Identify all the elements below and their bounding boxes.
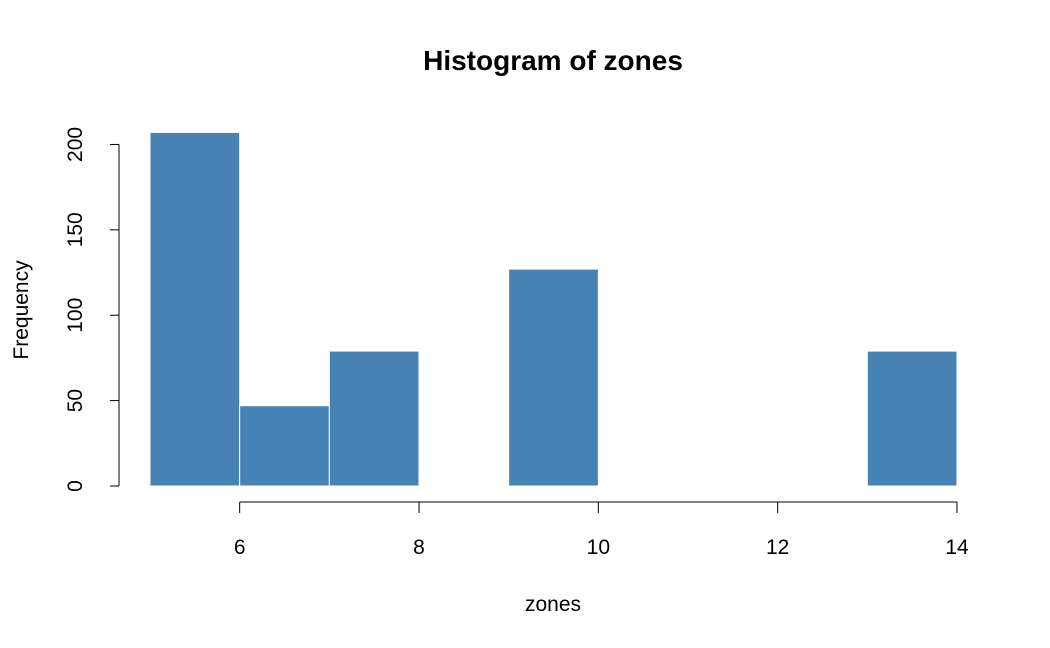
y-tick-label-0: 0: [64, 480, 87, 492]
histogram-bar-4: [508, 268, 599, 487]
x-tick-label-0: 6: [234, 536, 246, 559]
x-tick-label-2: 10: [587, 536, 610, 559]
y-tick-label-4: 200: [64, 127, 87, 162]
histogram-bar-1: [239, 405, 330, 487]
x-tick-label-4: 14: [945, 536, 969, 559]
bars-group: [149, 132, 958, 487]
y-tick-label-3: 150: [64, 212, 87, 247]
y-tick-label-2: 100: [64, 298, 87, 333]
y-axis-label: Frequency: [10, 260, 33, 360]
histogram-bar-0: [149, 132, 241, 487]
histogram-bar-8: [866, 350, 958, 487]
y-tick-label-1: 50: [64, 389, 87, 412]
x-axis-label: zones: [525, 593, 581, 616]
histogram-bar-2: [328, 350, 420, 487]
x-axis: 6 8 10 12 14: [234, 501, 969, 559]
x-tick-label-1: 8: [413, 536, 425, 559]
y-axis: 0 50 100 150 200: [64, 127, 120, 492]
chart-title: Histogram of zones: [423, 45, 683, 76]
x-tick-label-3: 12: [766, 536, 789, 559]
